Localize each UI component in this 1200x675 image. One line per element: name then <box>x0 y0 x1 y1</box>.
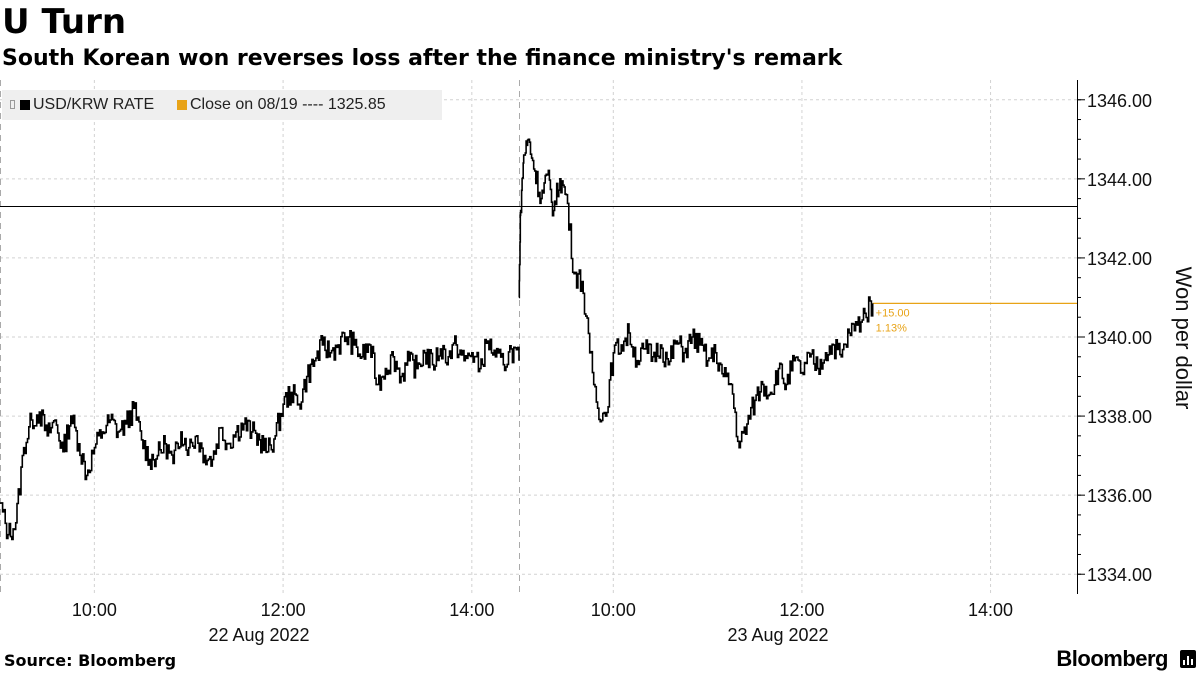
chart-title: U Turn <box>2 2 127 42</box>
y-tick-label: 1338.00 <box>1087 407 1152 427</box>
y-tick-label: 1346.00 <box>1087 91 1152 111</box>
series-line <box>518 138 874 449</box>
axis-labels: 1334.00 1336.00 1338.00 1340.00 1342.00 1344.… <box>72 91 1196 645</box>
pct-annotation: 1.13% <box>876 322 907 334</box>
change-annotation: +15.00 <box>876 307 910 319</box>
x-date-label: 22 Aug 2022 <box>208 625 309 645</box>
source-note: Source: Bloomberg <box>4 651 177 670</box>
legend: USD/KRW RATE Close on 08/19 ---- 1325.85 <box>2 90 442 120</box>
y-tick-label: 1340.00 <box>1087 328 1152 348</box>
gridlines <box>0 80 1077 594</box>
x-date-label: 23 Aug 2022 <box>727 625 828 645</box>
reference-lines <box>0 206 1077 304</box>
bloomberg-terminal-icon <box>1180 650 1196 668</box>
x-tick-label: 10:00 <box>591 600 636 620</box>
x-tick-label: 12:00 <box>261 600 306 620</box>
legend-handle-icon[interactable] <box>10 100 15 109</box>
usd-krw-series <box>0 138 874 541</box>
legend-swatch-series <box>20 100 30 110</box>
legend-item-close[interactable]: Close on 08/19 ---- 1325.85 <box>177 90 386 120</box>
legend-item-series[interactable]: USD/KRW RATE <box>20 90 154 120</box>
x-tick-label: 14:00 <box>449 600 494 620</box>
x-tick-label: 14:00 <box>968 600 1013 620</box>
brand-logo: Bloomberg <box>1056 646 1168 671</box>
y-axis-title: Won per dollar <box>1171 267 1196 410</box>
axes <box>1077 80 1085 594</box>
x-tick-label: 10:00 <box>72 600 117 620</box>
legend-label-series: USD/KRW RATE <box>33 96 155 113</box>
y-tick-label: 1342.00 <box>1087 249 1152 269</box>
x-tick-label: 12:00 <box>779 600 824 620</box>
legend-label-close: Close on 08/19 ---- 1325.85 <box>190 96 386 113</box>
legend-swatch-close <box>177 100 187 110</box>
chart-subtitle: South Korean won reverses loss after the… <box>2 46 843 71</box>
y-tick-label: 1336.00 <box>1087 486 1152 506</box>
series-line <box>0 330 520 541</box>
y-tick-label: 1344.00 <box>1087 170 1152 190</box>
y-tick-label: 1334.00 <box>1087 565 1152 585</box>
